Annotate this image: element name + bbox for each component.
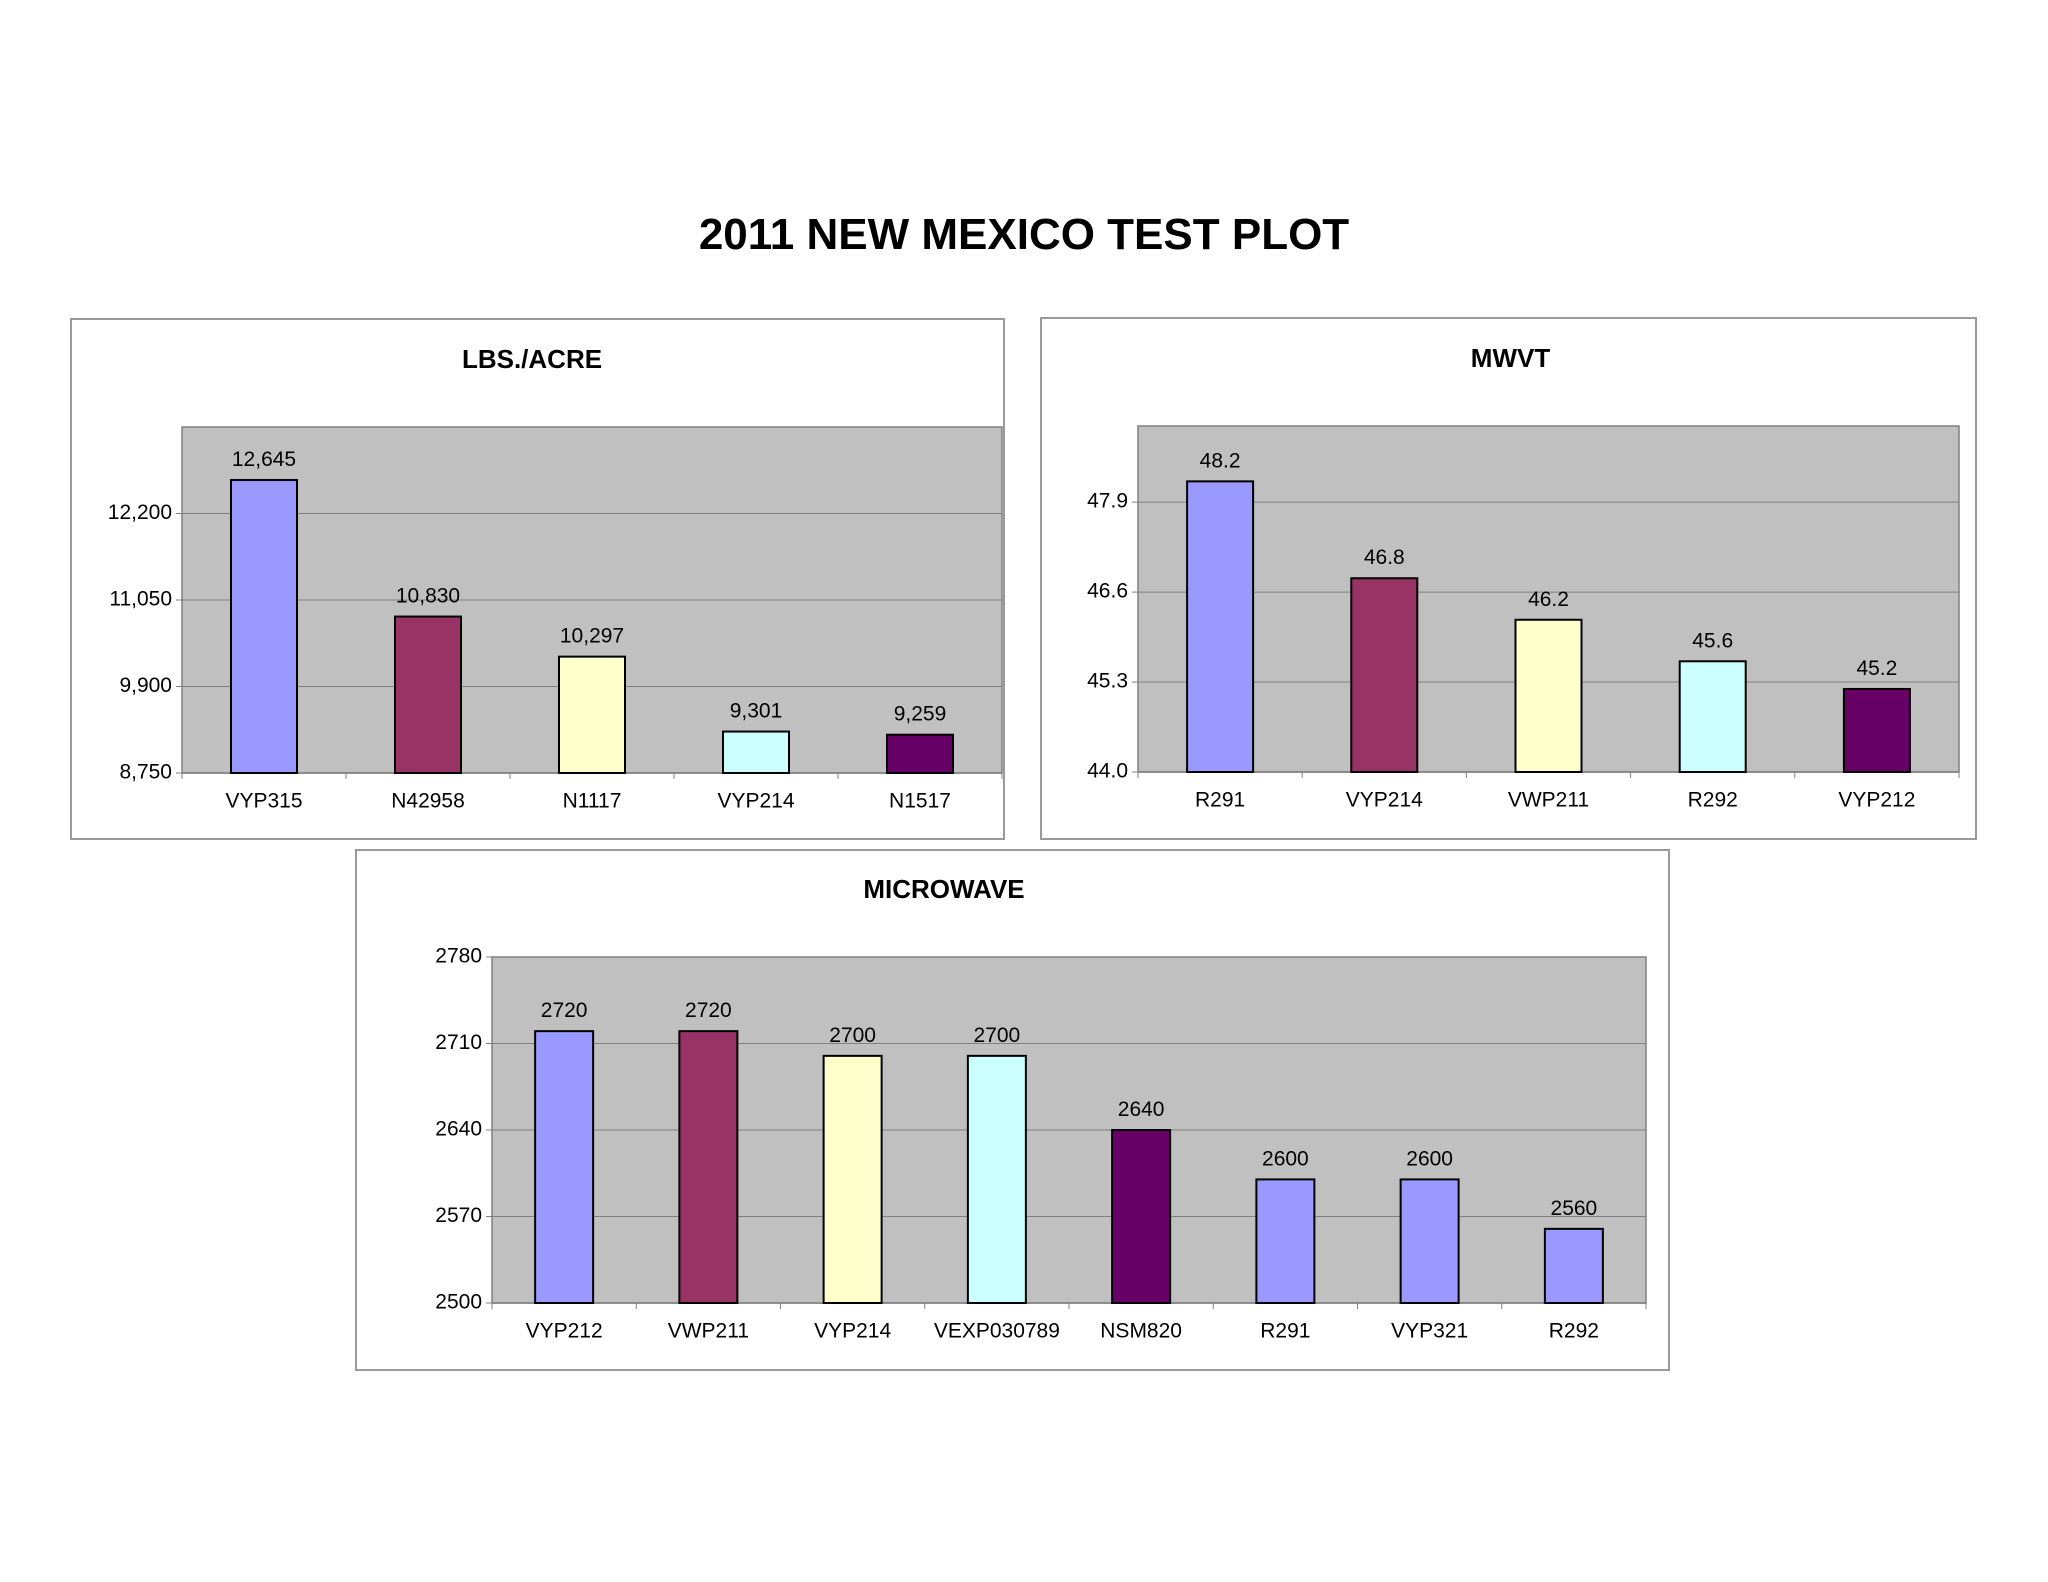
chart-microwave-bar-r291	[1255, 1178, 1316, 1304]
chart-microwave-bar-vyp321	[1399, 1178, 1460, 1304]
chart-lbs-title: LBS./ACRE	[462, 344, 602, 374]
chart-mwvt-ytick-label: 44.0	[1087, 760, 1128, 783]
chart-lbs-value-label: 10,830	[396, 585, 460, 608]
chart-lbs-bar-n42958	[394, 615, 462, 774]
mwvt-chart: MWVT 44.0 45.3 46.6 47.9 48.2 R291 46.8 VYP214 46…	[1040, 317, 1977, 840]
microwave-chart-svg: MICROWAVE 2500 2570 2640 2710 2780 2720 VYP212 2…	[435, 874, 1647, 1343]
chart-microwave-category-label: VYP321	[1391, 1320, 1468, 1343]
chart-microwave-category-label: VYP214	[814, 1320, 891, 1343]
microwave-chart: MICROWAVE 2500 2570 2640 2710 2780 2720 VYP212 2…	[355, 849, 1670, 1371]
chart-microwave-value-label: 2640	[1118, 1098, 1165, 1121]
chart-lbs-value-label: 9,259	[894, 703, 947, 726]
chart-microwave-category-label: NSM820	[1100, 1320, 1182, 1343]
chart-mwvt-bar-r291	[1186, 480, 1255, 774]
chart-mwvt-bar-r292	[1678, 660, 1747, 773]
chart-microwave-bar-vexp030789	[966, 1054, 1027, 1304]
chart-mwvt-bar-vwp211	[1514, 618, 1583, 774]
chart-mwvt-ytick-label: 45.3	[1087, 670, 1128, 693]
chart-mwvt-value-label: 46.8	[1364, 546, 1405, 569]
chart-mwvt-category-label: VYP212	[1838, 789, 1915, 812]
chart-mwvt-category-label: VWP211	[1508, 789, 1589, 812]
chart-mwvt-ytick-label: 46.6	[1087, 580, 1128, 603]
lbs-acre-chart-svg: LBS./ACRE 8,750 9,900 11,050 12,200 12,645 VYP…	[108, 344, 1003, 813]
chart-lbs-value-label: 10,297	[560, 625, 624, 648]
chart-microwave-bar-nsm820	[1111, 1129, 1172, 1304]
chart-lbs-value-label: 12,645	[232, 448, 296, 471]
lbs-acre-chart: LBS./ACRE 8,750 9,900 11,050 12,200 12,645 VYP…	[70, 318, 1005, 840]
chart-microwave-ytick-label: 2780	[435, 945, 482, 968]
chart-microwave-value-label: 2560	[1551, 1197, 1598, 1220]
chart-microwave-value-label: 2720	[541, 999, 588, 1022]
chart-lbs-ytick-label: 9,900	[119, 674, 172, 697]
chart-mwvt-value-label: 45.6	[1692, 629, 1733, 652]
chart-microwave-title: MICROWAVE	[863, 874, 1024, 904]
chart-microwave-ytick-label: 2500	[435, 1291, 482, 1314]
chart-microwave-bar-vwp211	[678, 1030, 739, 1304]
chart-mwvt-ytick-label: 47.9	[1087, 490, 1128, 513]
chart-lbs-ytick-label: 12,200	[108, 501, 172, 524]
chart-lbs-bar-vyp214	[722, 730, 790, 774]
chart-lbs-category-label: VYP315	[225, 790, 302, 813]
chart-lbs-bar-n1517	[886, 733, 954, 775]
chart-microwave-value-label: 2700	[829, 1024, 876, 1047]
chart-mwvt-value-label: 45.2	[1856, 657, 1897, 680]
chart-microwave-ytick-label: 2640	[435, 1118, 482, 1141]
chart-microwave-bar-r292	[1543, 1227, 1604, 1305]
chart-mwvt-value-label: 48.2	[1200, 449, 1241, 472]
chart-mwvt-title: MWVT	[1471, 343, 1551, 373]
chart-microwave-ytick-label: 2710	[435, 1031, 482, 1054]
chart-mwvt-bar-vyp212	[1842, 687, 1911, 773]
chart-microwave-value-label: 2600	[1406, 1147, 1453, 1170]
chart-microwave-bar-vyp212	[534, 1030, 595, 1304]
page-title: 2011 NEW MEXICO TEST PLOT	[698, 210, 1350, 259]
chart-mwvt-category-label: R292	[1688, 789, 1738, 812]
chart-microwave-bar-vyp214	[822, 1054, 883, 1304]
chart-microwave-category-label: VYP212	[526, 1320, 603, 1343]
chart-mwvt-category-label: VYP214	[1346, 789, 1423, 812]
chart-microwave-category-label: R292	[1549, 1320, 1599, 1343]
chart-mwvt-value-label: 46.2	[1528, 588, 1569, 611]
chart-microwave-value-label: 2700	[974, 1024, 1021, 1047]
chart-mwvt-category-label: R291	[1195, 789, 1245, 812]
chart-lbs-ytick-label: 11,050	[109, 588, 172, 611]
chart-microwave-value-label: 2720	[685, 999, 732, 1022]
mwvt-chart-svg: MWVT 44.0 45.3 46.6 47.9 48.2 R291 46.8 VYP214 46…	[1087, 343, 1960, 812]
chart-lbs-bar-vyp315	[230, 479, 298, 774]
chart-microwave-category-label: R291	[1260, 1320, 1310, 1343]
chart-lbs-category-label: N1117	[563, 790, 622, 813]
chart-lbs-category-label: VYP214	[717, 790, 794, 813]
chart-lbs-value-label: 9,301	[730, 700, 783, 723]
chart-microwave-ytick-label: 2570	[435, 1204, 482, 1227]
chart-lbs-bar-n1117	[558, 655, 626, 775]
chart-microwave-category-label: VEXP030789	[934, 1320, 1060, 1343]
chart-microwave-value-label: 2600	[1262, 1147, 1309, 1170]
chart-lbs-ytick-label: 8,750	[119, 761, 172, 784]
chart-microwave-category-label: VWP211	[668, 1320, 749, 1343]
chart-lbs-category-label: N42958	[391, 790, 465, 813]
chart-mwvt-bar-vyp214	[1350, 577, 1419, 773]
chart-lbs-category-label: N1517	[889, 790, 951, 813]
